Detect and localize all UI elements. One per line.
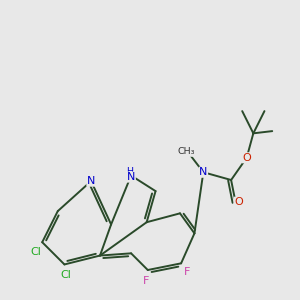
Text: O: O <box>234 197 243 207</box>
Text: N: N <box>127 172 135 182</box>
Text: F: F <box>143 275 149 286</box>
Text: H: H <box>126 167 133 176</box>
Text: CH₃: CH₃ <box>177 147 195 156</box>
Text: O: O <box>242 153 251 163</box>
Text: N: N <box>87 176 95 186</box>
Text: Cl: Cl <box>61 270 71 280</box>
Text: Cl: Cl <box>31 247 42 257</box>
Text: N: N <box>199 167 208 177</box>
Text: F: F <box>184 267 190 277</box>
